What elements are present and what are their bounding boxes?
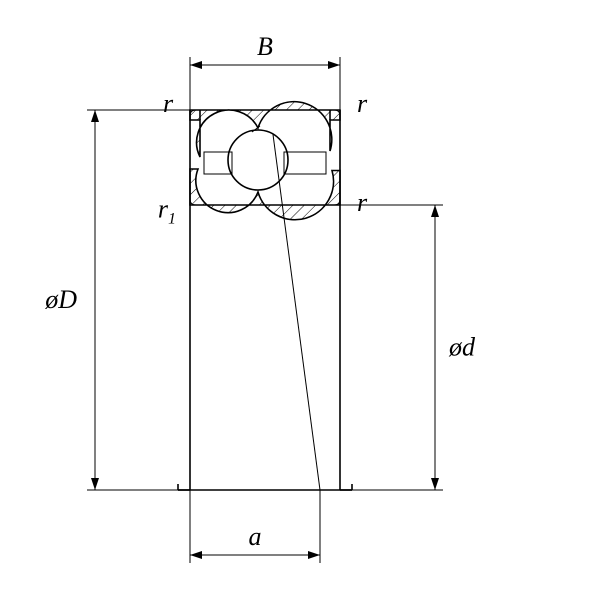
label-a: a [249,522,262,551]
label-D: øD [44,285,77,314]
label-B: B [257,32,273,61]
label-r-mid-right: r [357,188,368,217]
label-r-top-left: r [163,89,174,118]
label-r1: r1 [158,195,176,228]
label-r-top-right: r [357,89,368,118]
label-d: ød [448,333,476,362]
